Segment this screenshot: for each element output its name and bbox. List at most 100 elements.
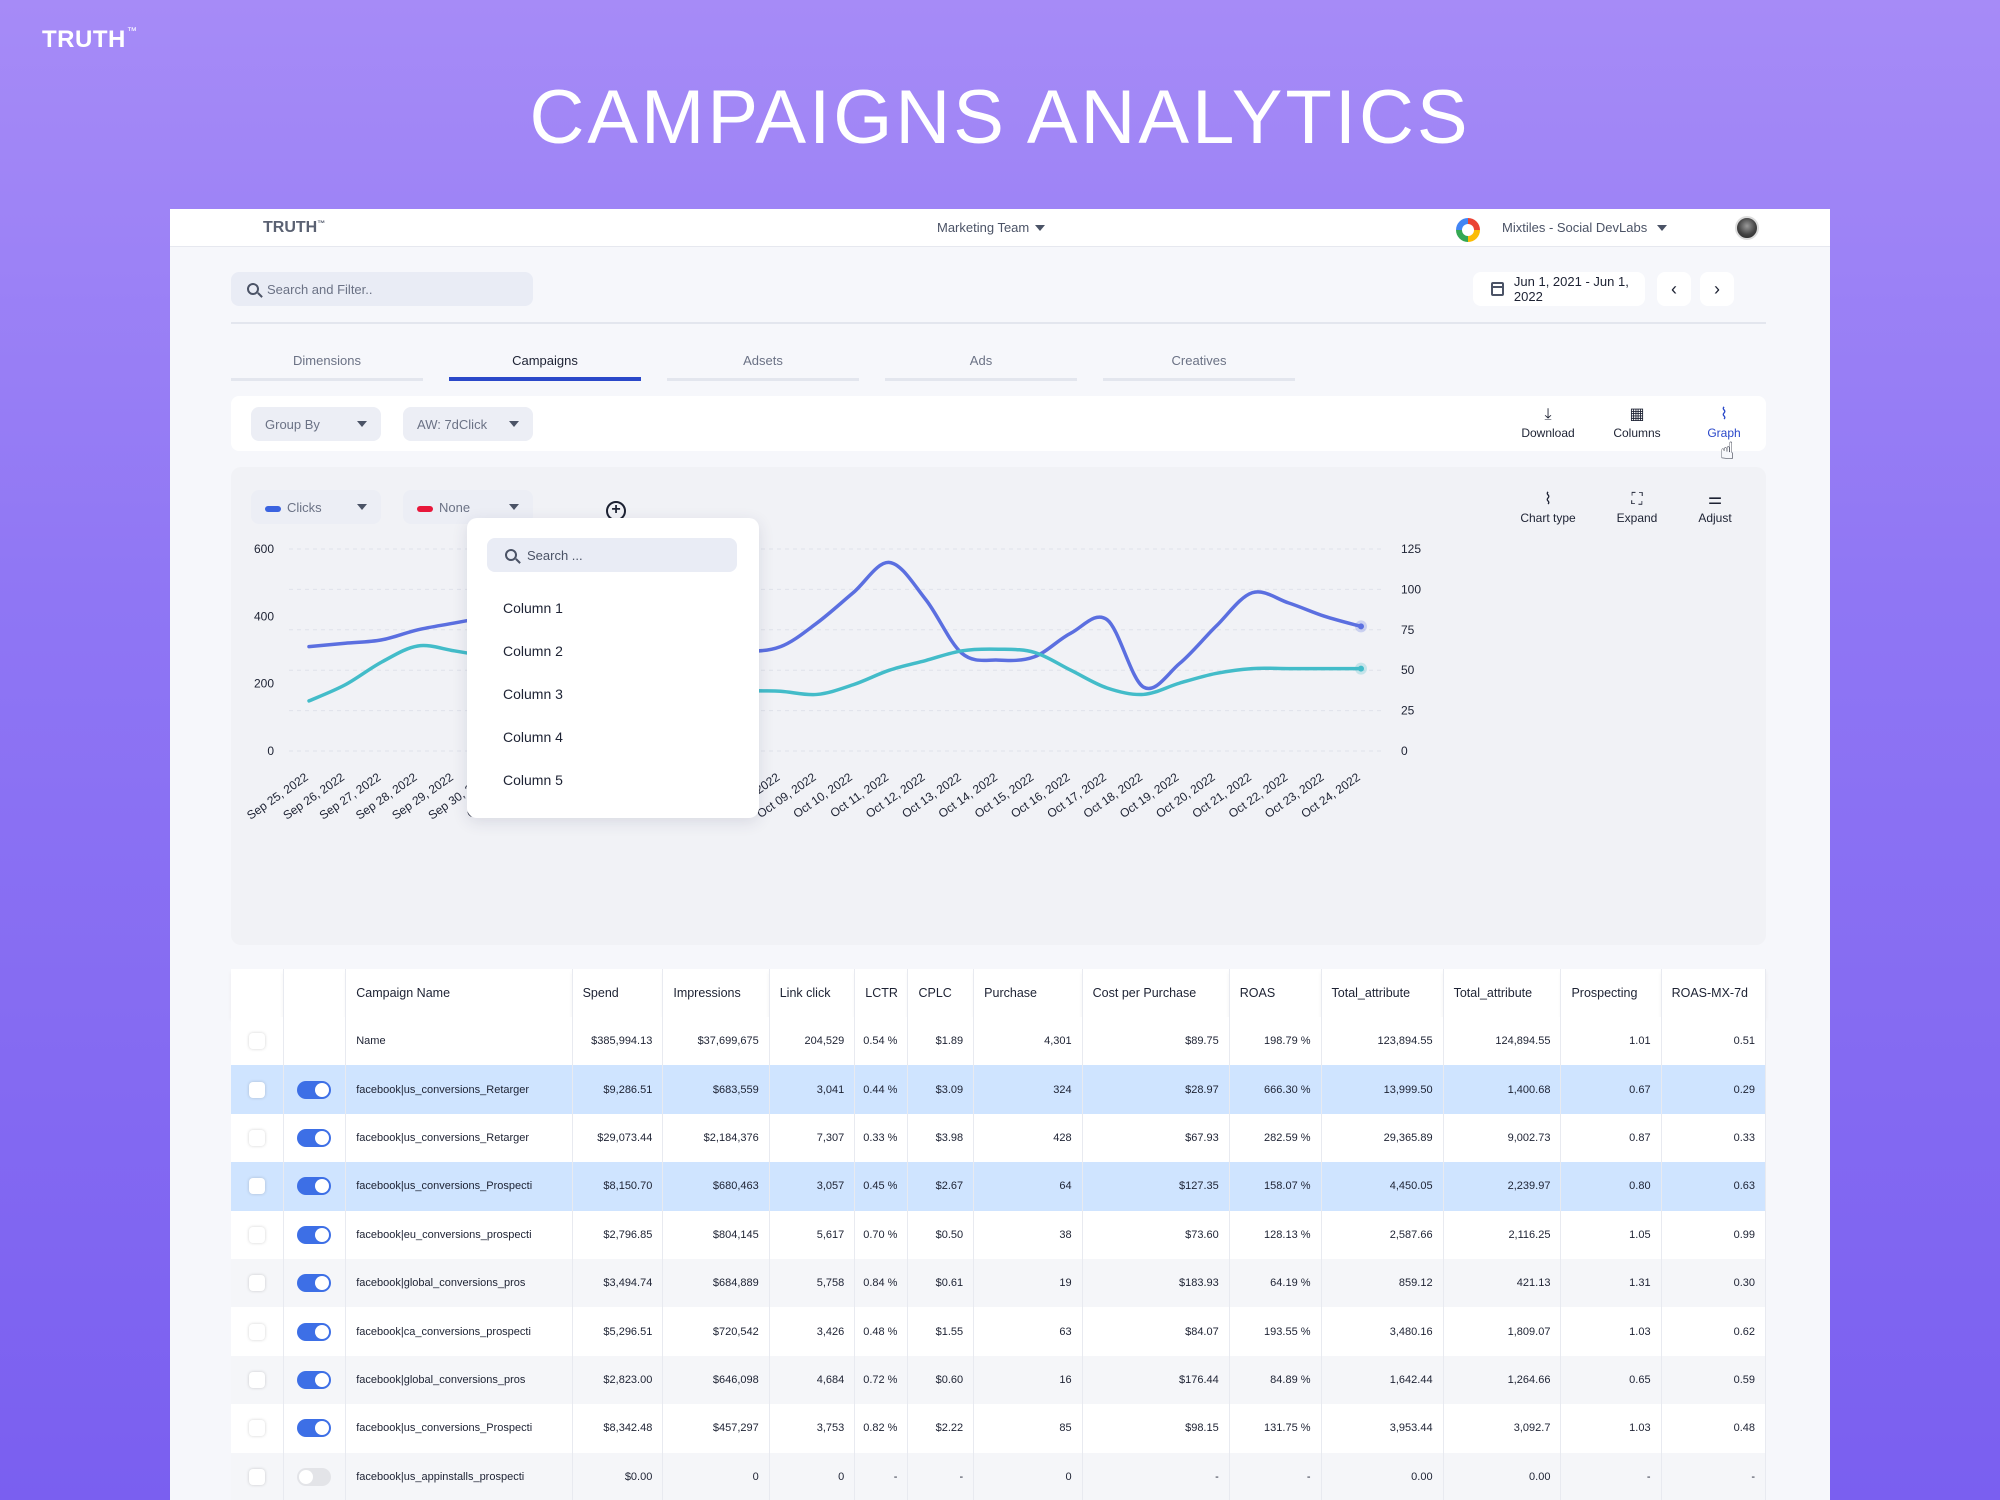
row-select-cell xyxy=(231,1404,284,1453)
table-row[interactable]: facebook|eu_conversions_prospecti $2,796.… xyxy=(231,1210,1767,1259)
account-selector[interactable]: Mixtiles - Social DevLabs xyxy=(1502,220,1668,235)
table-cell: 0.70 % xyxy=(854,1210,909,1259)
app-window: TRUTH™ Marketing Team Mixtiles - Social … xyxy=(170,209,1830,1500)
chevron-down-icon xyxy=(357,421,367,427)
metric1-swatch xyxy=(265,505,281,512)
table-cell: - xyxy=(1082,1452,1230,1500)
row-checkbox[interactable] xyxy=(248,1081,265,1098)
search-input[interactable] xyxy=(267,281,507,297)
column-header[interactable]: Cost per Purchase xyxy=(1082,969,1230,1017)
campaign-toggle[interactable] xyxy=(297,1225,332,1244)
row-checkbox[interactable] xyxy=(248,1275,265,1292)
table-row[interactable]: facebook|us_conversions_Retarger $29,073.… xyxy=(231,1113,1767,1163)
tab-adsets[interactable]: Adsets xyxy=(667,349,859,381)
popup-item[interactable]: Column 3 xyxy=(503,686,563,702)
table-cell: 2,239.97 xyxy=(1443,1162,1562,1211)
chevron-down-icon xyxy=(1657,224,1668,231)
table-row[interactable]: facebook|us_conversions_Retarger $9,286.5… xyxy=(231,1065,1767,1114)
campaign-toggle[interactable] xyxy=(297,1419,332,1438)
table-row[interactable]: facebook|us_conversions_Prospecti $8,342.… xyxy=(231,1404,1767,1453)
row-select-cell xyxy=(231,1162,284,1211)
table-cell: 1,400.68 xyxy=(1443,1065,1562,1114)
graph-button[interactable]: ⌇ Graph xyxy=(1699,406,1749,440)
row-toggle-cell xyxy=(283,1404,347,1453)
table-row[interactable]: facebook|global_conversions_pros $3,494.7… xyxy=(231,1258,1767,1308)
popup-item[interactable]: Column 5 xyxy=(503,772,563,788)
row-select-cell xyxy=(231,1210,284,1259)
row-checkbox[interactable] xyxy=(248,1420,265,1437)
column-header[interactable]: Total_attribute xyxy=(1321,969,1444,1017)
campaign-toggle[interactable] xyxy=(297,1177,332,1196)
table-cell: 0.00 xyxy=(1321,1452,1444,1500)
campaign-toggle[interactable] xyxy=(297,1080,332,1099)
metric1-dropdown[interactable]: Clicks xyxy=(251,490,381,524)
table-row[interactable]: facebook|us_appinstalls_prospecti $0.00 0 0… xyxy=(231,1452,1767,1500)
download-button[interactable]: ⤓ Download xyxy=(1513,406,1583,440)
table-cell: 0.00 xyxy=(1443,1452,1562,1500)
sliders-icon: ⚌ xyxy=(1707,491,1723,508)
prev-date-button[interactable]: ‹ xyxy=(1657,272,1691,306)
table-cell: $28.97 xyxy=(1082,1065,1230,1114)
table-row[interactable]: facebook|us_conversions_Prospecti $8,150.… xyxy=(231,1162,1767,1211)
column-header[interactable]: Purchase xyxy=(973,969,1083,1017)
attribution-dropdown[interactable]: AW: 7dClick xyxy=(403,407,533,441)
adjust-label: Adjust xyxy=(1698,511,1732,525)
popup-item[interactable]: Column 4 xyxy=(503,729,563,745)
table-cell: $2.22 xyxy=(907,1404,975,1453)
table-row[interactable]: facebook|global_conversions_pros $2,823.0… xyxy=(231,1355,1767,1405)
table-cell: $684,889 xyxy=(662,1258,770,1308)
row-checkbox[interactable] xyxy=(248,1178,265,1195)
metric2-swatch xyxy=(417,505,433,512)
campaign-name-cell: facebook|us_appinstalls_prospecti xyxy=(345,1452,573,1500)
avatar[interactable] xyxy=(1735,216,1759,240)
tab-creatives[interactable]: Creatives xyxy=(1103,349,1295,381)
popup-search-field[interactable]: Search ... xyxy=(487,538,737,572)
campaign-name-cell: Name xyxy=(345,1017,573,1066)
team-selector[interactable]: Marketing Team xyxy=(937,220,1046,235)
column-header[interactable]: Campaign Name xyxy=(345,969,573,1017)
date-range-picker[interactable]: Jun 1, 2021 - Jun 1, 2022 xyxy=(1473,272,1645,306)
row-checkbox[interactable] xyxy=(248,1323,265,1340)
group-by-dropdown[interactable]: Group By xyxy=(251,407,381,441)
column-header[interactable]: Total_attribute xyxy=(1443,969,1562,1017)
download-label: Download xyxy=(1521,426,1575,440)
popup-item[interactable]: Column 1 xyxy=(503,600,563,616)
table-cell: 204,529 xyxy=(769,1017,856,1066)
y-right-tick-label: 75 xyxy=(1401,623,1415,637)
column-header[interactable]: LCTR xyxy=(854,969,909,1017)
table-row[interactable]: facebook|ca_conversions_prospecti $5,296.… xyxy=(231,1307,1767,1356)
column-header[interactable]: Spend xyxy=(572,969,664,1017)
next-date-button[interactable]: › xyxy=(1700,272,1734,306)
campaign-toggle[interactable] xyxy=(297,1274,332,1293)
expand-button[interactable]: ⛶ Expand xyxy=(1607,491,1667,525)
column-header[interactable]: CPLC xyxy=(907,969,975,1017)
column-header[interactable]: Prospecting xyxy=(1560,969,1662,1017)
tab-ads[interactable]: Ads xyxy=(885,349,1077,381)
columns-button[interactable]: ▦ Columns xyxy=(1607,406,1667,440)
column-header[interactable]: Impressions xyxy=(662,969,770,1017)
column-header[interactable]: Link click xyxy=(769,969,856,1017)
tab-dimensions[interactable]: Dimensions xyxy=(231,349,423,381)
table-cell: 0.33 % xyxy=(854,1113,909,1163)
table-cell: 0.63 xyxy=(1661,1162,1767,1211)
adjust-button[interactable]: ⚌ Adjust xyxy=(1690,491,1740,525)
campaign-toggle[interactable] xyxy=(297,1128,332,1147)
row-checkbox[interactable] xyxy=(248,1226,265,1243)
row-checkbox[interactable] xyxy=(248,1129,265,1146)
table-cell: $183.93 xyxy=(1082,1258,1230,1308)
campaign-toggle[interactable] xyxy=(297,1467,332,1486)
table-row[interactable]: Name $385,994.13 $37,699,675 204,529 0.54 % $… xyxy=(231,1017,1767,1066)
row-checkbox[interactable] xyxy=(248,1371,265,1388)
column-header[interactable]: ROAS-MX-7d xyxy=(1661,969,1767,1017)
tab-campaigns[interactable]: Campaigns xyxy=(449,349,641,381)
row-checkbox[interactable] xyxy=(248,1033,265,1050)
campaign-toggle[interactable] xyxy=(297,1370,332,1389)
app-logo[interactable]: TRUTH™ xyxy=(263,219,325,237)
chart-type-button[interactable]: ⌇ Chart type xyxy=(1513,491,1583,525)
table-cell: - xyxy=(1560,1452,1662,1500)
campaign-toggle[interactable] xyxy=(297,1322,332,1341)
column-header[interactable]: ROAS xyxy=(1229,969,1322,1017)
popup-item[interactable]: Column 2 xyxy=(503,643,563,659)
table-header: Campaign Name Spend Impressions Link click L… xyxy=(231,969,1767,1017)
row-checkbox[interactable] xyxy=(248,1468,265,1485)
